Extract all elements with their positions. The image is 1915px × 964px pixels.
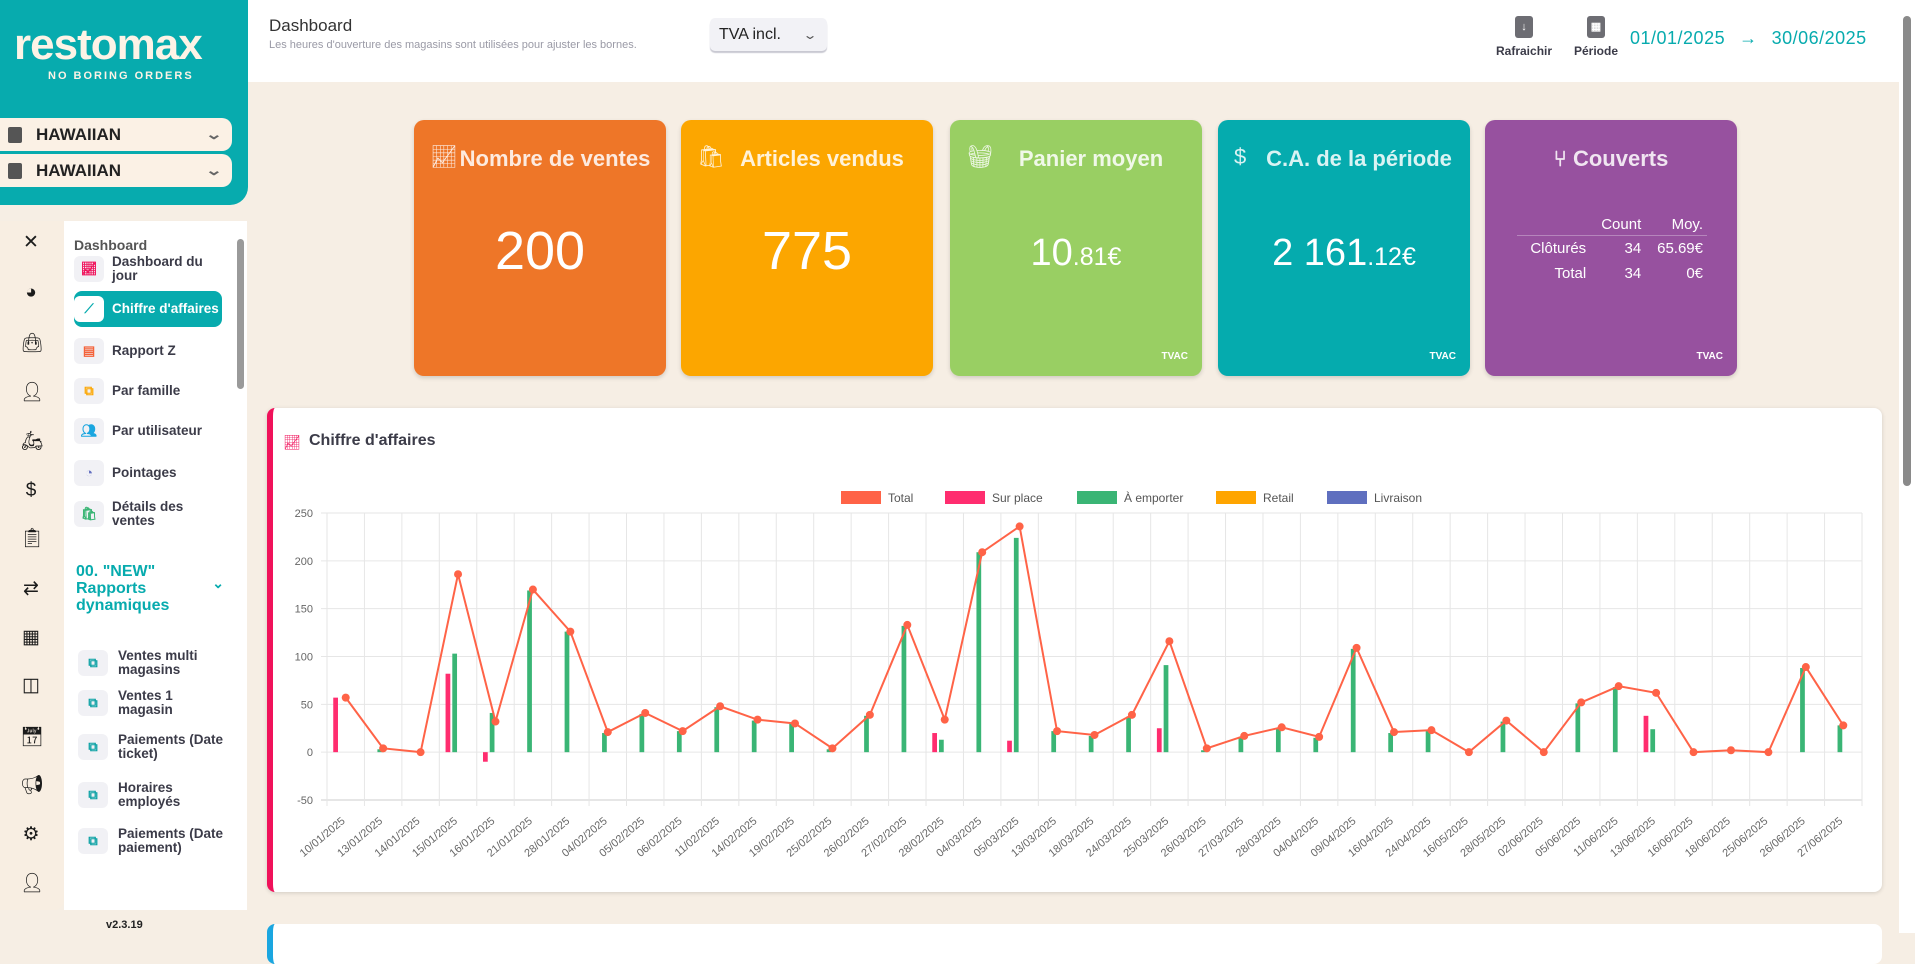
page-title: Dashboard [269, 16, 353, 35]
shopping-bag-icon: 🛍︎ [74, 501, 104, 527]
sitemap-icon: ⧉ [78, 650, 108, 676]
next-panel [267, 924, 1882, 964]
icon-rail: ✕ ◕ 👜︎ 👤︎ 🛵︎ $ 📋︎ ⇄ ▦ ◫ 📅︎ 📢︎ ⚙ 👤︎ [0, 221, 64, 910]
shopping-bag-icon[interactable]: 👜︎ [20, 333, 45, 354]
web-devices-icon[interactable]: ◫ [22, 675, 40, 696]
date-range[interactable]: 01/01/2025 → 30/06/2025 [1630, 28, 1867, 48]
sitemap-icon: ⧉ [78, 734, 108, 760]
card-nombre-ventes: 📈︎ Nombre de ventes 200 [414, 120, 666, 376]
dashboard-gauge-icon[interactable]: ◕ [25, 282, 37, 303]
couverts-table: Count Moy. Clôturés 34 65.69€ Total 34 0€ [1517, 214, 1707, 286]
menu-item[interactable]: ▤ Rapport Z [74, 333, 222, 369]
menu-item[interactable]: 📈︎ Dashboard du jour [74, 251, 222, 287]
top-header: Dashboard Les heures d'ouverture des mag… [248, 0, 1899, 82]
refresh-button[interactable]: ↓ Rafraichir [1496, 16, 1552, 58]
chair-icon: ⑂ [1553, 146, 1573, 171]
dynamic-report-item[interactable]: ⧉ Ventes multi magasins [78, 645, 228, 681]
page-scrollbar[interactable] [1899, 0, 1915, 933]
shopping-bag-icon: 🛍︎ [697, 144, 725, 169]
user-clock-icon: ◔ [74, 460, 104, 486]
arrow-right-icon: → [1739, 28, 1758, 48]
clipboard-list-icon[interactable]: 📋︎ [20, 528, 45, 549]
card-articles-vendus: 🛍︎ Articles vendus 775 [681, 120, 933, 376]
card-ca-periode: $ C.A. de la période 2 161.12€ TVAC [1218, 120, 1470, 376]
dynamic-report-item[interactable]: ⧉ Horaires employés [78, 777, 228, 813]
close-icon[interactable]: ✕ [23, 232, 39, 253]
file-icon: ▤ [74, 338, 104, 364]
tva-select[interactable]: TVA incl. ⌄ [710, 18, 827, 51]
chevron-down-icon: ⌄ [205, 126, 223, 142]
sitemap-icon: ⧉ [78, 782, 108, 808]
basket-icon: 🧺︎ [966, 144, 994, 169]
dynamic-report-item[interactable]: ⧉ Ventes 1 magasin [78, 685, 228, 721]
menu-item[interactable]: ◔ Pointages [74, 455, 222, 491]
menu-item[interactable]: ⟋ Chiffre d'affaires [74, 291, 222, 327]
chart-line-icon: ⟋ [74, 296, 104, 322]
card-value: 200 [494, 221, 586, 281]
file-download-icon: ↓ [1515, 16, 1534, 38]
menu-item[interactable]: 👥︎ Par utilisateur [74, 413, 222, 449]
store-selector[interactable]: HAWAIIAN ⌄ [0, 154, 232, 187]
menu-item[interactable]: 🛍︎ Détails des ventes [74, 496, 222, 532]
boxes-icon[interactable]: ▦ [22, 627, 40, 648]
building-icon [8, 126, 22, 143]
card-couverts: ⑂ Couverts Count Moy. Clôturés 34 65.69€ To… [1485, 120, 1737, 376]
chevron-down-icon: ⌄ [802, 27, 818, 42]
delivery-person-icon[interactable]: 🛵︎ [20, 431, 45, 452]
user-tie-icon[interactable]: 👤︎ [20, 382, 45, 403]
store-icon [8, 162, 22, 179]
sitemap-icon: ⧉ [74, 378, 104, 404]
restomax-logo: restomax NO BORING ORDERS [14, 20, 203, 83]
period-button[interactable]: ▦ Période [1574, 16, 1618, 58]
chevron-down-icon: ⌄ [205, 162, 223, 178]
dynamic-reports-toggle[interactable]: 00. "NEW" Rapports dynamiques ⌄ [76, 563, 224, 614]
calendar-icon: ▦ [1587, 16, 1605, 38]
menu-scrollbar[interactable] [235, 221, 247, 910]
menu-item[interactable]: ⧉ Par famille [74, 373, 222, 409]
page-subtitle: Les heures d'ouverture des magasins sont… [269, 39, 637, 51]
card-value: 10.81€ [1030, 232, 1122, 274]
chiffre-affaires-panel: 📈︎ Chiffre d'affaires [267, 408, 1882, 892]
app-version: v2.3.19 [106, 919, 143, 931]
company-selector[interactable]: HAWAIIAN ⌄ [0, 118, 232, 151]
dollar-icon: $ [1234, 144, 1247, 169]
sitemap-icon: ⧉ [78, 828, 108, 854]
card-value: 775 [761, 221, 853, 281]
invoice-dollar-icon[interactable]: $ [25, 480, 37, 501]
chart-line-icon: 📈︎ [430, 144, 458, 169]
chart-area-icon: 📈︎ [74, 256, 104, 282]
panel-title: Chiffre d'affaires [309, 432, 436, 449]
sitemap-icon: ⧉ [78, 690, 108, 716]
gear-icon[interactable]: ⚙ [22, 824, 40, 845]
dynamic-report-item[interactable]: ⧉ Paiements (Date ticket) [78, 729, 228, 765]
store-name: HAWAIIAN [36, 160, 121, 180]
users-icon: 👥︎ [74, 418, 104, 444]
calendar-icon[interactable]: 📅︎ [20, 727, 45, 748]
dynamic-report-item[interactable]: ⧉ Paiements (Date paiement) [78, 823, 228, 859]
transfer-arrows-icon[interactable]: ⇄ [23, 578, 39, 599]
chart-line-icon: 📈︎ [283, 434, 301, 450]
menu-section-title: Dashboard [74, 237, 148, 253]
company-name: HAWAIIAN [36, 124, 121, 144]
sidebar-menu: Dashboard 📈︎ Dashboard du jour ⟋ Chiffre d'… [64, 221, 235, 910]
megaphone-icon[interactable]: 📢︎ [20, 775, 45, 796]
user-icon[interactable]: 👤︎ [20, 873, 45, 894]
chevron-down-icon: ⌄ [212, 575, 224, 591]
card-panier-moyen: 🧺︎ Panier moyen 10.81€ TVAC [950, 120, 1202, 376]
card-value: 2 161.12€ [1272, 232, 1416, 274]
